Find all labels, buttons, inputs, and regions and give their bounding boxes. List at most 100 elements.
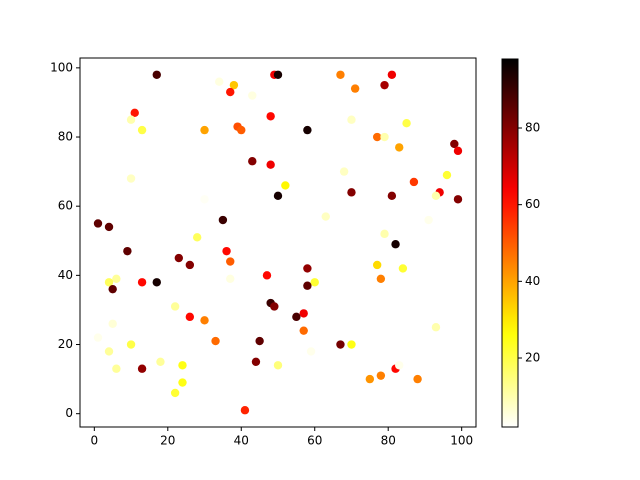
point [93,219,103,228]
point [262,271,272,280]
point [442,170,452,180]
y-tick-label: 20 [58,337,73,351]
colorbar-tick-label: 40 [525,274,540,288]
colorbar-tick-label: 20 [525,351,540,365]
point [108,319,117,328]
x-tick-label: 0 [91,434,99,448]
colorbar-tick-label: 80 [525,121,540,135]
point [299,326,308,335]
point [170,388,180,398]
point [380,80,389,90]
point [303,264,312,273]
point [266,160,275,169]
point [112,364,121,373]
y-tick-label: 60 [58,199,73,213]
point [93,333,103,342]
point [226,257,235,266]
point [226,274,235,284]
point [200,195,209,204]
point [339,167,349,176]
point [273,361,283,370]
point [126,115,136,124]
x-tick-label: 60 [307,434,322,448]
point [336,340,345,349]
point [281,181,290,190]
point [453,195,463,204]
point [395,361,404,370]
point [303,125,312,135]
x-tick-label: 40 [234,434,249,448]
point [372,260,382,270]
point [137,364,147,373]
y-tick-label: 80 [58,130,73,144]
point [453,146,463,156]
colorbar-frame [501,58,519,428]
point [104,278,114,287]
point [185,260,195,270]
y-tick-label: 100 [50,60,73,74]
colorbar-tick-label: 60 [525,197,540,211]
point [130,108,139,118]
y-tick-label: 40 [58,268,73,282]
point [336,70,345,79]
point [347,188,356,197]
point [387,191,397,201]
point [192,233,202,242]
point [310,278,319,287]
point [156,357,165,367]
point [222,246,231,256]
point [292,312,301,322]
point [391,240,400,249]
point [152,278,161,287]
point [380,229,389,239]
point [365,374,375,384]
point [306,347,316,356]
point [398,264,408,273]
point [178,361,187,370]
point [137,278,147,287]
point [112,274,121,284]
point [248,91,257,100]
point [200,316,209,325]
point [104,347,114,356]
plot-frame [79,57,477,428]
point [137,125,147,135]
point [402,118,411,128]
point [185,312,195,322]
point [372,132,382,142]
point [240,406,250,415]
point [229,80,239,90]
point [251,357,261,367]
point [104,222,114,232]
point [255,336,264,346]
point [226,87,235,97]
colorbar [502,59,518,427]
point [270,302,279,311]
point [395,143,404,152]
point [200,125,209,135]
point [424,215,433,225]
x-tick-label: 80 [381,434,396,448]
point [376,274,386,284]
point [266,112,275,121]
point [376,371,386,380]
point [152,70,161,79]
point [211,336,220,346]
point [170,302,180,311]
point [321,212,330,221]
point [387,70,397,79]
point [380,132,389,142]
point [126,174,136,183]
point [273,191,283,201]
point [215,77,224,86]
x-tick-label: 20 [160,434,175,448]
point [126,340,136,349]
point [347,340,356,349]
point [431,191,441,201]
point [431,323,441,332]
point [413,374,422,384]
point [450,139,459,149]
point [123,246,132,256]
point [273,70,283,79]
